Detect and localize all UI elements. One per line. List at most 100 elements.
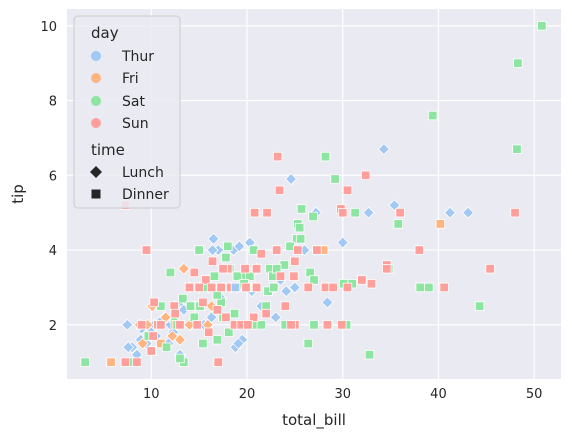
data-point-thur-lunch — [122, 341, 135, 354]
legend-marker-sun — [91, 118, 101, 128]
legend-entry-sun: Sun — [91, 116, 149, 132]
data-point-sun-dinner — [272, 151, 283, 162]
data-point-sun-dinner — [241, 282, 251, 293]
data-point-sun-dinner — [206, 282, 217, 293]
data-point-sat-dinner — [474, 301, 485, 311]
x-tick-label: 40 — [430, 387, 447, 402]
data-point-sun-dinner — [293, 245, 303, 255]
legend-entry-fri: Fri — [91, 71, 139, 87]
legend-entry-dinner: Dinner — [91, 187, 169, 203]
x-tick-label: 30 — [334, 387, 351, 402]
data-point-sun-dinner — [201, 275, 211, 285]
data-point-sat-dinner — [428, 110, 438, 121]
data-point-thur-lunch — [280, 285, 293, 298]
data-point-sat-dinner — [165, 267, 176, 278]
data-point-thur-dinner — [230, 282, 241, 293]
legend-label-thur: Thur — [121, 49, 154, 65]
data-point-sat-dinner — [269, 282, 279, 293]
data-point-sat-dinner — [224, 327, 234, 337]
data-point-sun-dinner — [212, 305, 223, 315]
data-point-fri-lunch — [166, 329, 179, 343]
data-point-sun-dinner — [136, 320, 147, 330]
data-points — [80, 21, 547, 367]
data-point-sun-dinner — [414, 245, 425, 255]
y-tick-label: 8 — [49, 95, 57, 110]
data-point-sat-dinner — [512, 144, 522, 154]
data-point-sat-dinner — [424, 282, 434, 293]
data-point-sat-dinner — [303, 338, 313, 349]
legend-marker-lunch — [90, 166, 102, 178]
data-point-sun-dinner — [184, 282, 195, 293]
legend-frame — [73, 15, 181, 209]
data-point-thur-lunch — [232, 337, 245, 350]
data-point-sun-dinner — [261, 308, 271, 319]
data-point-sun-dinner — [141, 245, 152, 255]
data-point-sat-dinner — [209, 271, 220, 281]
legend-marker-dinner — [91, 189, 101, 199]
data-point-sat-dinner — [256, 320, 267, 330]
data-point-thur-lunch — [362, 206, 375, 219]
data-point-sat-dinner — [80, 357, 90, 367]
data-point-sat-dinner — [309, 320, 319, 330]
legend-entry-sat: Sat — [91, 94, 145, 110]
data-point-sun-dinner — [240, 264, 250, 274]
legend-style-title: time — [91, 141, 125, 159]
y-tick-labels: 2 4 6 8 10 — [40, 20, 57, 334]
data-point-sun-dinner — [322, 320, 333, 330]
legend-entry-lunch: Lunch — [90, 165, 164, 181]
data-point-thur-lunch — [336, 236, 349, 249]
y-tick-label: 2 — [49, 319, 57, 334]
legend-hue-title: day — [91, 24, 119, 42]
y-tick-label: 6 — [49, 169, 57, 184]
data-point-sun-dinner — [198, 297, 208, 308]
data-point-sat-dinner — [232, 271, 243, 281]
data-point-sun-dinner — [218, 264, 228, 274]
data-point-sun-dinner — [271, 245, 282, 255]
data-point-sat-dinner — [415, 282, 425, 293]
data-point-sun-dinner — [248, 312, 259, 323]
data-point-fri-dinner — [435, 219, 446, 229]
legend-marker-thur — [91, 51, 101, 61]
data-point-sat-dinner — [245, 271, 255, 281]
data-point-sun-dinner — [132, 357, 142, 367]
legend: day Thur Fri Sat Sun time Lunch Dinner — [73, 15, 181, 209]
y-tick-label: 4 — [49, 244, 57, 259]
data-point-thur-lunch — [233, 240, 246, 253]
data-point-sun-dinner — [485, 264, 495, 274]
data-point-sat-dinner — [537, 21, 547, 31]
data-point-thur-lunch — [284, 172, 298, 186]
data-point-sat-dinner — [309, 275, 319, 285]
data-point-sun-dinner — [194, 282, 204, 293]
data-point-sat-dinner — [364, 350, 375, 360]
data-point-thur-lunch — [288, 281, 301, 294]
data-point-sat-dinner — [296, 204, 307, 214]
data-point-sun-dinner — [175, 320, 185, 330]
data-point-sun-dinner — [337, 320, 347, 330]
data-point-sun-dinner — [382, 264, 392, 274]
data-point-sat-dinner — [295, 234, 306, 244]
data-point-sun-dinner — [221, 312, 231, 323]
data-point-sun-dinner — [286, 320, 296, 330]
data-point-sun-dinner — [289, 271, 299, 281]
data-point-sun-dinner — [357, 275, 367, 285]
data-point-sat-dinner — [330, 174, 340, 184]
data-point-sat-dinner — [194, 245, 204, 255]
data-point-sun-dinner — [249, 207, 260, 218]
data-point-sat-dinner — [350, 207, 360, 218]
legend-entry-thur: Thur — [91, 49, 154, 65]
data-point-sat-dinner — [161, 342, 172, 352]
x-tick-label: 10 — [143, 387, 160, 402]
data-point-sun-dinner — [149, 297, 159, 308]
x-tick-label: 20 — [239, 387, 256, 402]
data-point-sun-dinner — [156, 320, 166, 330]
data-point-thur-lunch — [388, 199, 401, 212]
data-point-sun-dinner — [312, 245, 322, 255]
data-point-sun-dinner — [251, 282, 262, 293]
data-point-sun-dinner — [366, 278, 377, 289]
data-point-sun-dinner — [280, 301, 290, 311]
legend-marker-fri — [91, 73, 101, 83]
data-point-sun-dinner — [203, 327, 214, 337]
data-point-thur-lunch — [269, 311, 282, 324]
data-point-sun-dinner — [342, 185, 353, 195]
